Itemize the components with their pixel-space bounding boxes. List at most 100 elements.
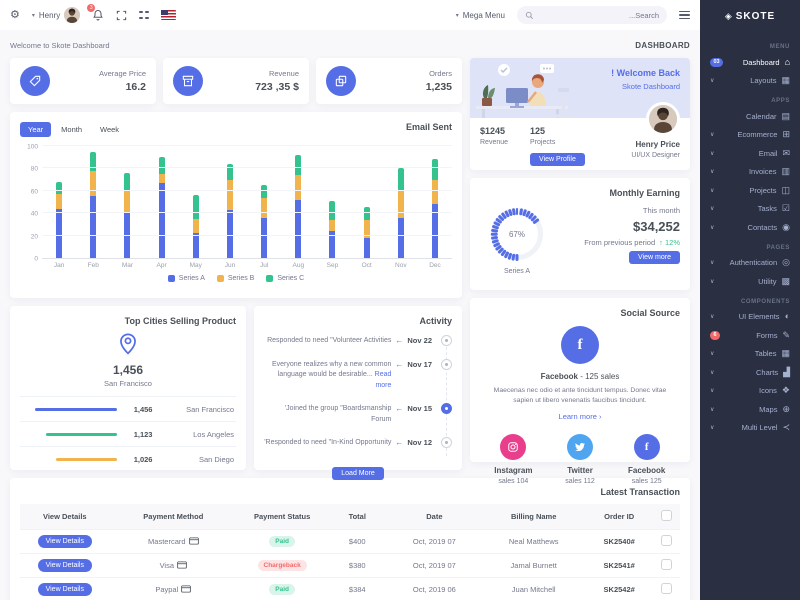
mega-menu-button[interactable]: ▾ Mega Menu (456, 11, 505, 20)
sidebar-item-calendar[interactable]: Calendar ▤ (700, 107, 800, 126)
projects-value: 125 (530, 126, 546, 136)
city-bar-track (20, 407, 118, 411)
row-checkbox[interactable] (660, 583, 672, 594)
sidebar-item-icons[interactable]: ∨ Icons ❖ (700, 382, 800, 401)
sidebar-item-tasks[interactable]: ∨ Tasks ☑ (700, 200, 800, 219)
stacked-bar-jun[interactable] (226, 163, 233, 258)
stacked-bar-may[interactable] (192, 195, 199, 258)
status-badge: Chargeback (257, 560, 307, 571)
tab-month[interactable]: Month (53, 122, 90, 137)
view-details-button[interactable]: View Details (37, 559, 92, 572)
twitter-icon[interactable] (567, 434, 593, 461)
gauge-tick (490, 232, 498, 236)
legend-item-series-a[interactable]: Series A (167, 275, 205, 282)
stacked-bar-aug[interactable] (295, 154, 302, 258)
stacked-bar-sep[interactable] (329, 200, 336, 258)
stacked-bar-jan[interactable] (56, 181, 63, 258)
stacked-bar-apr[interactable] (158, 157, 165, 258)
view-details-cell: View Details (20, 529, 110, 554)
view-details-button[interactable]: View Details (37, 583, 92, 596)
stacked-bar-jul[interactable] (261, 185, 268, 258)
select-all-checkbox[interactable] (660, 510, 672, 521)
user-menu[interactable]: ▾ Henry (32, 7, 81, 23)
sidebar-item-dashboard[interactable]: 03 Dashboard ⌂ (700, 53, 800, 72)
instagram-icon[interactable] (500, 434, 527, 461)
stacked-bar-nov[interactable] (397, 168, 404, 258)
sidebar-item-utility[interactable]: ∨ Utility ▩ (700, 272, 800, 291)
chart-legend: Series A Series B Series C (20, 275, 452, 282)
fullscreen-icon[interactable] (116, 10, 127, 21)
gear-icon[interactable]: ⚙ (10, 8, 20, 21)
load-more-button[interactable]: Load More (332, 466, 384, 480)
sidebar-item-charts[interactable]: ∨ Charts ▟ (700, 363, 800, 382)
notification-badge: 3 (87, 4, 96, 12)
us-flag-icon[interactable] (160, 10, 176, 20)
tab-week[interactable]: Week (92, 122, 127, 137)
table-row: View Details Visa Chargeback $380 Oct, 2019 … (20, 553, 680, 578)
view-profile-button[interactable]: View Profile (530, 153, 585, 166)
sidebar-item-email[interactable]: ∨ Email ✉ (700, 144, 800, 163)
sidebar-item-maps[interactable]: ∨ Maps ⊕ (700, 400, 800, 419)
stacked-bar-mar[interactable] (124, 172, 131, 258)
latest-transaction-title: Latest Transaction (600, 487, 680, 497)
tab-year[interactable]: Year (20, 122, 52, 137)
search-input[interactable] (539, 10, 659, 20)
monthly-earning-body: 67% Series A This month $34,252 From pre… (480, 202, 680, 275)
avatar (64, 7, 81, 23)
sidebar-logo[interactable]: ◈ SKOTE (700, 0, 800, 32)
facebook-icon[interactable]: f (633, 434, 660, 461)
billing-name-cell: Juan Mitchell (481, 577, 586, 600)
stacked-bar-feb[interactable] (90, 151, 97, 258)
date-cell: Oct, 2019 07 (387, 553, 482, 578)
stacked-bar-oct[interactable] (363, 206, 370, 258)
order-id-cell: SK2542# (585, 577, 653, 600)
skote-logo-icon: ◈ (724, 10, 732, 21)
hamburger-icon[interactable] (679, 10, 690, 20)
bell-icon[interactable]: 3 (87, 4, 104, 21)
paypal-icon (181, 584, 192, 595)
apps-grid-icon[interactable] (139, 10, 149, 20)
sidebar-item-authentication[interactable]: ∨ Authentication ◎ (700, 254, 800, 273)
column-header: Date (387, 504, 482, 530)
user-fullname: Henry Price (635, 140, 680, 149)
bar-segment (158, 174, 165, 183)
sidebar-item-label: Calendar (746, 111, 777, 121)
learn-more-link[interactable]: Learn more › (558, 412, 602, 422)
city-name: San Diego (198, 454, 234, 464)
sidebar-item-tables[interactable]: ∨ Tables ▦ (700, 345, 800, 364)
social-source-title: Social Source (620, 308, 680, 318)
bar-segment (192, 233, 199, 258)
city-progress-bar (45, 432, 118, 436)
stacked-bar-dec[interactable] (431, 159, 438, 258)
stat-value: 1,235 (425, 81, 452, 93)
legend-item-series-c[interactable]: Series C (266, 275, 304, 282)
sidebar-item-contacts[interactable]: ∨ Contacts ◉ (700, 218, 800, 237)
sidebar-item-invoices[interactable]: ∨ Invoices ▥ (700, 163, 800, 182)
welcome-user: Henry Price UI/UX Designer (631, 140, 680, 159)
sidebar-item-ecommerce[interactable]: ∨ Ecommerce ⊞ (700, 126, 800, 145)
top-cities-card: Top Cities Selling Product 1,456 San Fra… (10, 306, 246, 470)
sidebar-item-forms[interactable]: 6 Forms ✎ (700, 326, 800, 345)
gauge-value: 67% (508, 229, 525, 239)
view-more-button[interactable]: View more (629, 251, 680, 264)
chart-plot-area (42, 145, 452, 259)
view-details-button[interactable]: View Details (37, 535, 92, 548)
bar-segment (431, 159, 438, 180)
chart-slot (418, 147, 452, 258)
payment-status-cell: Chargeback (237, 553, 328, 578)
sidebar-item-multi-level[interactable]: ∨ Multi Level ≺ (700, 419, 800, 438)
read-more-link[interactable]: Read more (374, 371, 392, 389)
sidebar-item-projects[interactable]: ∨ Projects ◫ (700, 181, 800, 200)
legend-item-series-b[interactable]: Series B (216, 275, 254, 282)
bar-segment (329, 219, 336, 232)
arrow-left-icon: ← (395, 438, 404, 447)
menu-item-left: 03 (710, 57, 724, 67)
row-checkbox[interactable] (660, 559, 672, 570)
bar-segment (397, 168, 404, 191)
bar-segment (124, 172, 131, 190)
sidebar-item-ui-elements[interactable]: ∨ UI Elements ◐ (700, 308, 800, 327)
row-checkbox[interactable] (660, 535, 672, 546)
city-row: 1,026 San Diego (20, 446, 236, 471)
sidebar-item-layouts[interactable]: ∨ Layouts ▦ (700, 72, 800, 91)
bar-segment (192, 218, 199, 234)
